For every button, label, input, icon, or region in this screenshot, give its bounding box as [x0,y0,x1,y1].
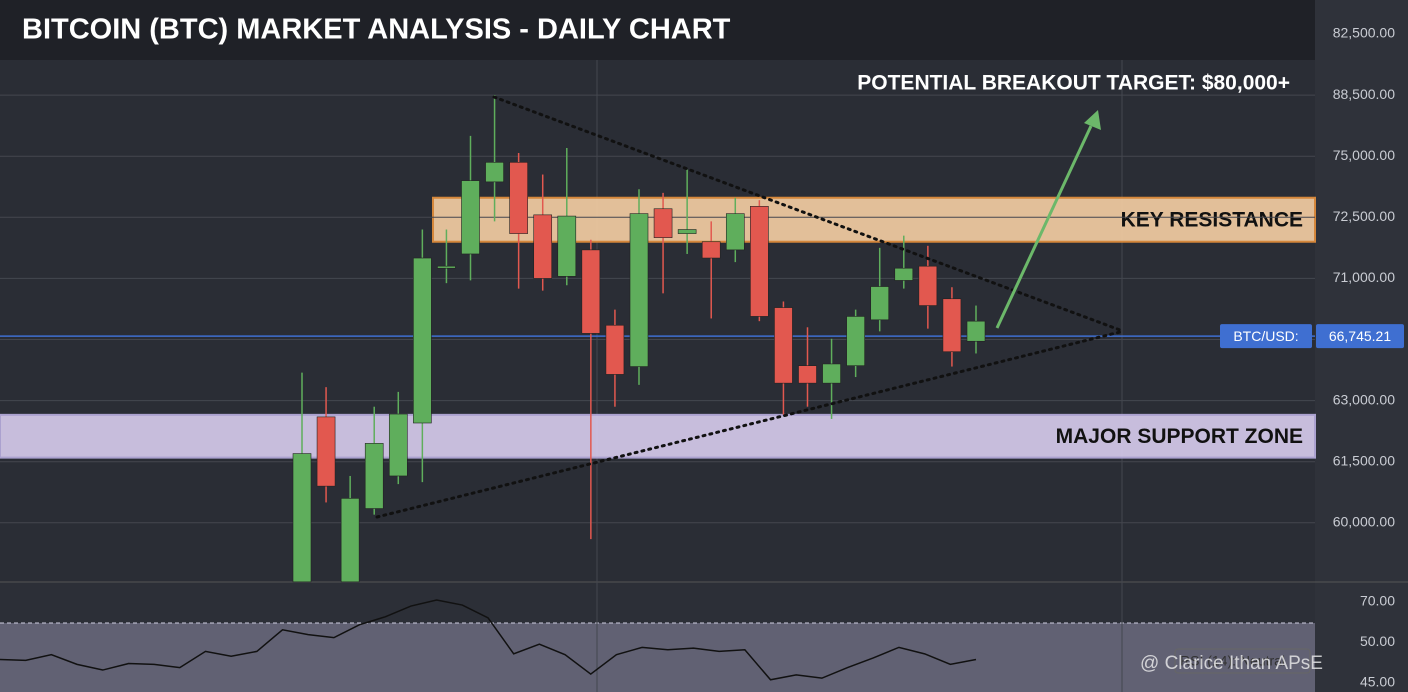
y-tick-label: 75,000.00 [1333,147,1395,163]
candle-body [340,498,360,583]
rsi-line [0,599,977,681]
candle-body [364,443,384,509]
candle-body [533,214,553,279]
arrow-head [1084,110,1101,130]
y-tick-label: 88,500.00 [1333,86,1395,102]
rsi-tick-label: 50.00 [1360,633,1395,649]
zone [432,196,1316,243]
candle-body [437,265,456,269]
candle-body [966,320,986,342]
candle-body [701,241,721,259]
candle-body [918,265,938,306]
y-tick-label: 60,000.00 [1333,514,1395,530]
candle-body [461,180,480,255]
candle-body [822,363,841,384]
candle-body [316,416,336,487]
watermark: @ Clarice Ithan APsE [1140,653,1323,674]
candle-body [581,249,601,334]
candle-body [774,307,793,384]
candle-body [750,206,769,317]
zone [0,413,1316,459]
breakout-arrow [995,125,1093,329]
zone-label: KEY RESISTANCE [1121,208,1303,231]
price-value: 66,745.21 [1329,328,1391,344]
candle-body [629,213,649,367]
candle-body [677,229,697,234]
candle-body [725,213,745,251]
price-name: BTC/USD: [1233,328,1298,344]
candle-body [846,316,865,366]
candle-body [557,215,577,277]
candle-body [798,365,817,384]
y-tick-label: 61,500.00 [1333,452,1395,468]
candle-body [413,257,432,424]
rsi-legend: RSI (14): Neutral [1180,653,1285,669]
candle-body [894,267,914,281]
rsi-tick-label: 45.00 [1360,674,1395,690]
candle-body [605,324,625,375]
rsi-legend-box [1174,648,1311,674]
candle-body [942,298,962,353]
candle-body [653,208,673,238]
price-name-box [1220,324,1312,349]
breakout-annotation: POTENTIAL BREAKOUT TARGET: $80,000+ [857,72,1290,95]
y-tick-label: 72,500.00 [1333,208,1395,224]
candle-body [870,286,890,321]
title-bar [0,0,1315,60]
candle-body [292,453,312,583]
y-tick-label: 63,000.00 [1333,391,1395,407]
y-tick-label: 71,000.00 [1333,269,1395,285]
candle-body [485,162,504,183]
zone-label: MAJOR SUPPORT ZONE [1056,425,1303,448]
chart-title: BITCOIN (BTC) MARKET ANALYSIS - DAILY CH… [22,14,731,46]
triangle-upper [492,95,1122,332]
rsi-tick-label: 70.00 [1360,593,1395,609]
candle-body [509,162,528,234]
candle-body [388,413,408,477]
triangle-lower [375,330,1122,519]
rsi-band [0,623,1315,692]
price-value-box [1316,324,1404,349]
y-tick-label: 82,500.00 [1333,25,1395,41]
